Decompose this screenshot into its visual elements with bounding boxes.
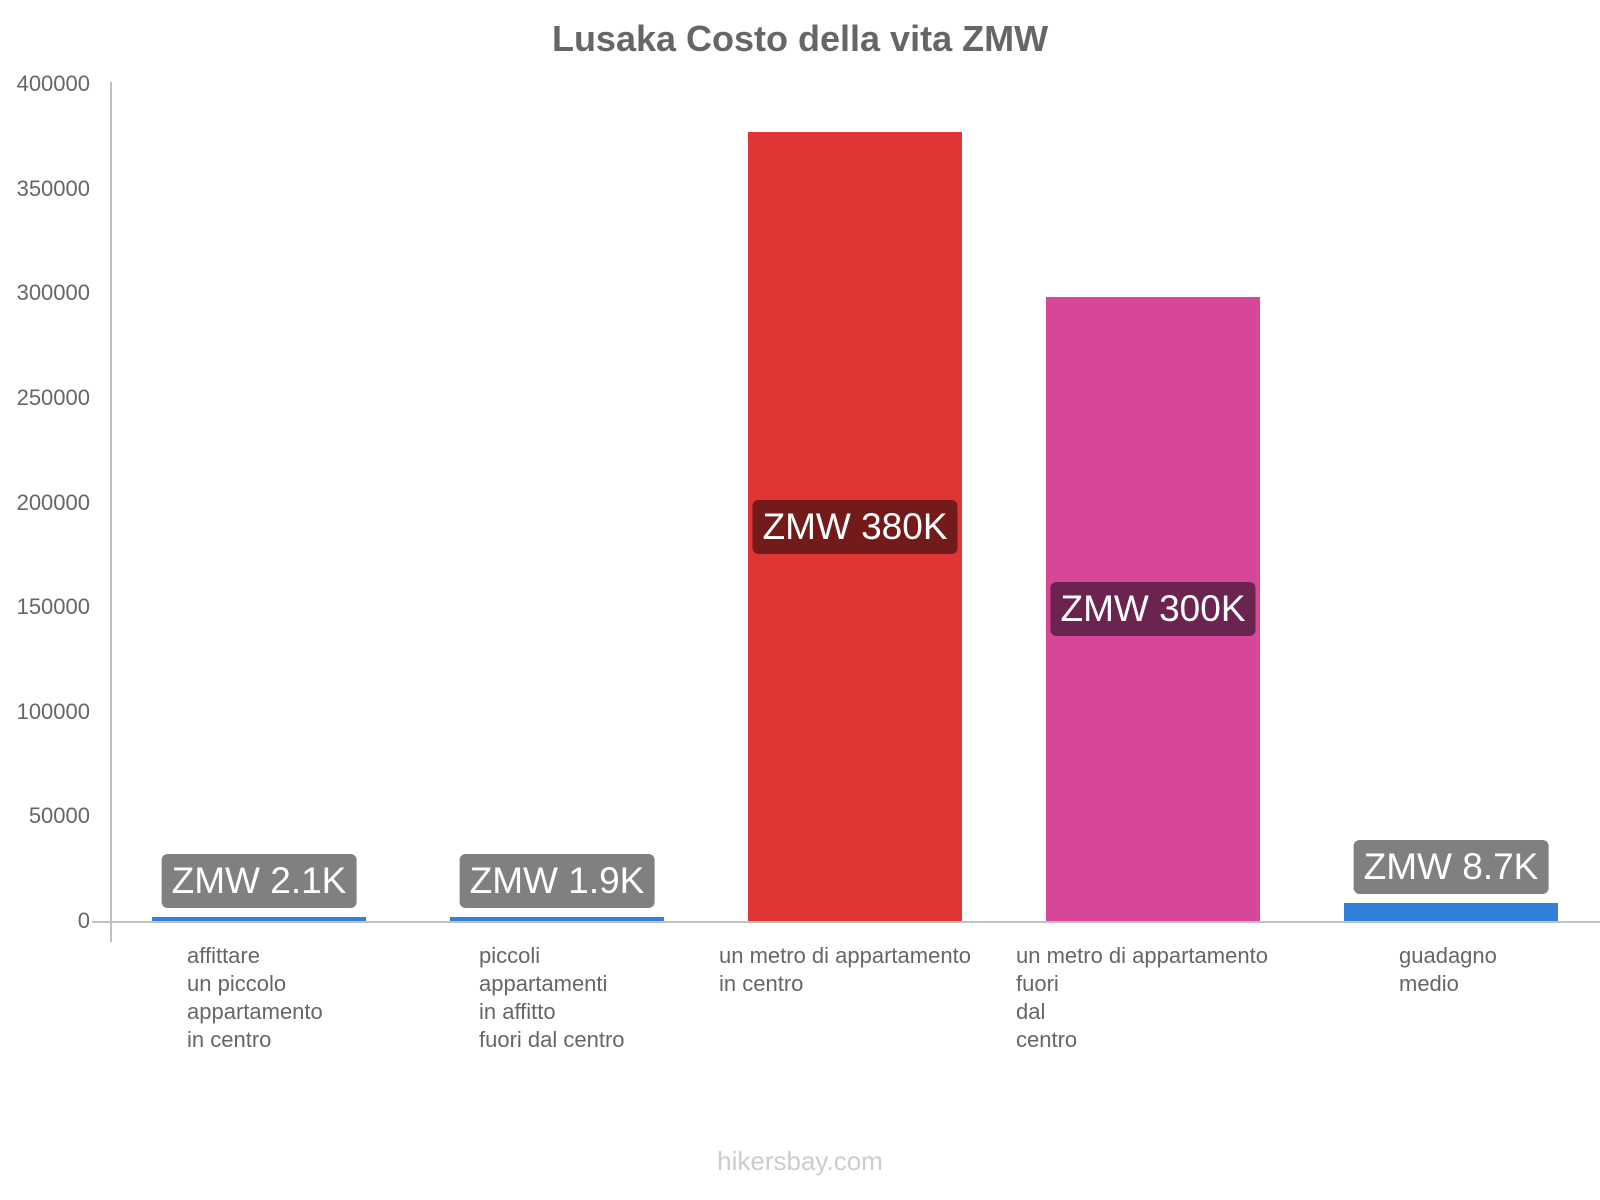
chart-title: Lusaka Costo della vita ZMW	[551, 18, 1049, 59]
bar	[1344, 902, 1558, 921]
data-label: ZMW 8.7K	[1353, 839, 1549, 894]
x-axis-line	[92, 921, 1600, 923]
y-tick-label: 100000	[16, 698, 90, 724]
x-tick-label: un metro di appartamento fuori dal centr…	[1016, 943, 1268, 1052]
x-tick-label: guadagno medio	[1399, 943, 1497, 996]
y-tick-label: 250000	[16, 384, 90, 410]
y-tick-label: 350000	[16, 175, 90, 201]
y-tick-label: 400000	[16, 71, 90, 96]
data-label: ZMW 1.9K	[459, 854, 655, 909]
bar	[450, 917, 664, 921]
x-tick-label: affittare un piccolo appartamento in cen…	[187, 943, 323, 1052]
y-tick-label: 50000	[28, 803, 90, 829]
x-tick-label: piccoli appartamenti in affitto fuori da…	[479, 943, 625, 1052]
bar	[152, 916, 366, 921]
data-label: ZMW 300K	[1050, 582, 1256, 637]
y-tick-label: 200000	[16, 489, 90, 515]
footer-watermark: hikersbay.com	[717, 1146, 883, 1176]
y-tick-label: 0	[77, 908, 90, 933]
y-axis-line	[110, 82, 112, 942]
y-tick-label: 150000	[16, 594, 90, 620]
x-tick-label: un metro di appartamento in centro	[719, 943, 971, 996]
y-tick-label: 300000	[16, 280, 90, 306]
data-label: ZMW 380K	[752, 499, 958, 554]
data-label: ZMW 2.1K	[161, 853, 357, 908]
